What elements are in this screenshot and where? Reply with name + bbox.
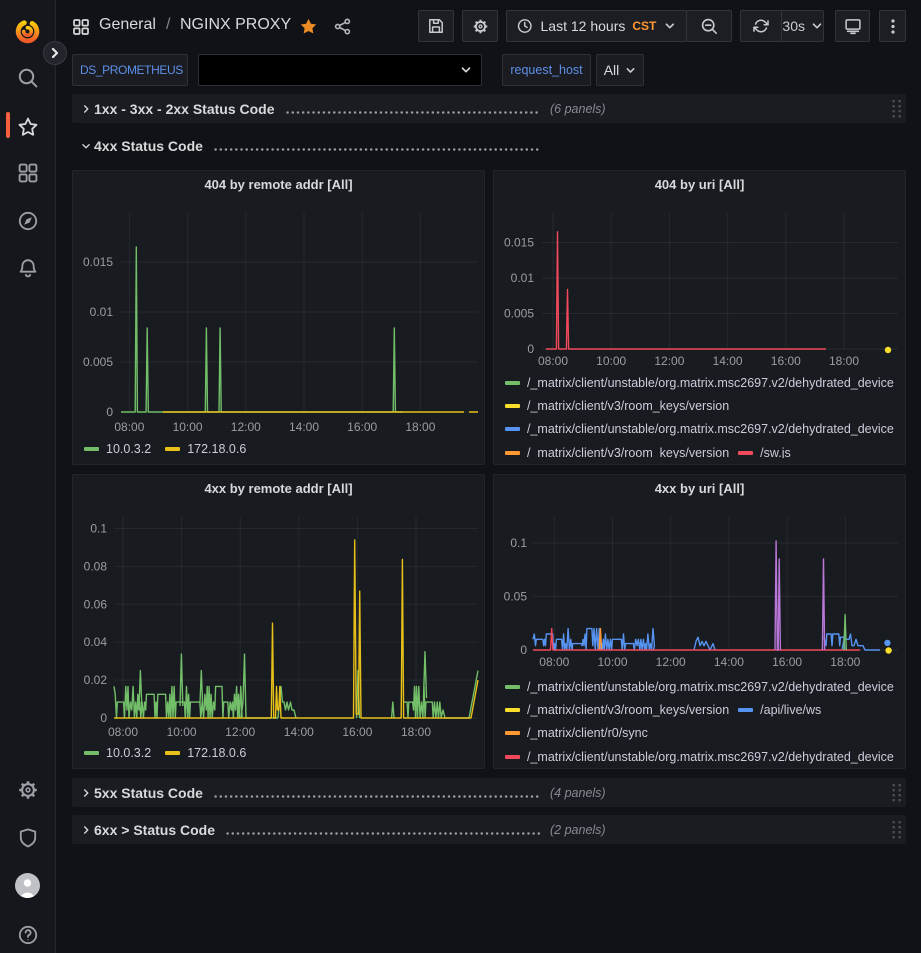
svg-text:08:00: 08:00 xyxy=(539,655,569,669)
svg-text:18:00: 18:00 xyxy=(405,420,435,434)
svg-text:0.015: 0.015 xyxy=(504,236,534,250)
svg-text:14:00: 14:00 xyxy=(713,354,743,368)
svg-text:16:00: 16:00 xyxy=(342,725,372,739)
svg-text:10:00: 10:00 xyxy=(597,655,627,669)
svg-text:0.1: 0.1 xyxy=(510,536,527,550)
svg-text:08:00: 08:00 xyxy=(114,420,144,434)
svg-text:0.06: 0.06 xyxy=(84,597,108,611)
svg-text:0.02: 0.02 xyxy=(84,673,108,687)
svg-text:08:00: 08:00 xyxy=(538,354,568,368)
svg-text:0.08: 0.08 xyxy=(84,559,108,573)
svg-text:10:00: 10:00 xyxy=(596,354,626,368)
svg-text:16:00: 16:00 xyxy=(347,420,377,434)
svg-text:0: 0 xyxy=(106,405,113,419)
svg-text:18:00: 18:00 xyxy=(830,655,860,669)
svg-text:0.05: 0.05 xyxy=(504,590,528,604)
svg-text:18:00: 18:00 xyxy=(401,725,431,739)
svg-text:0.005: 0.005 xyxy=(504,307,534,321)
svg-text:0: 0 xyxy=(100,711,107,725)
svg-text:14:00: 14:00 xyxy=(289,420,319,434)
svg-text:0: 0 xyxy=(527,342,534,356)
svg-text:18:00: 18:00 xyxy=(829,354,859,368)
svg-text:0.1: 0.1 xyxy=(90,522,107,536)
svg-text:12:00: 12:00 xyxy=(654,354,684,368)
svg-text:12:00: 12:00 xyxy=(656,655,686,669)
svg-text:16:00: 16:00 xyxy=(772,655,802,669)
svg-text:0: 0 xyxy=(520,643,527,657)
svg-text:08:00: 08:00 xyxy=(108,725,138,739)
svg-text:0.01: 0.01 xyxy=(90,305,114,319)
svg-text:12:00: 12:00 xyxy=(231,420,261,434)
svg-text:12:00: 12:00 xyxy=(225,725,255,739)
svg-text:0.04: 0.04 xyxy=(84,635,108,649)
svg-text:14:00: 14:00 xyxy=(714,655,744,669)
svg-text:0.01: 0.01 xyxy=(511,271,535,285)
svg-text:14:00: 14:00 xyxy=(284,725,314,739)
svg-text:0.015: 0.015 xyxy=(83,255,113,269)
svg-text:10:00: 10:00 xyxy=(173,420,203,434)
svg-text:16:00: 16:00 xyxy=(771,354,801,368)
svg-text:0.005: 0.005 xyxy=(83,355,113,369)
svg-text:10:00: 10:00 xyxy=(167,725,197,739)
